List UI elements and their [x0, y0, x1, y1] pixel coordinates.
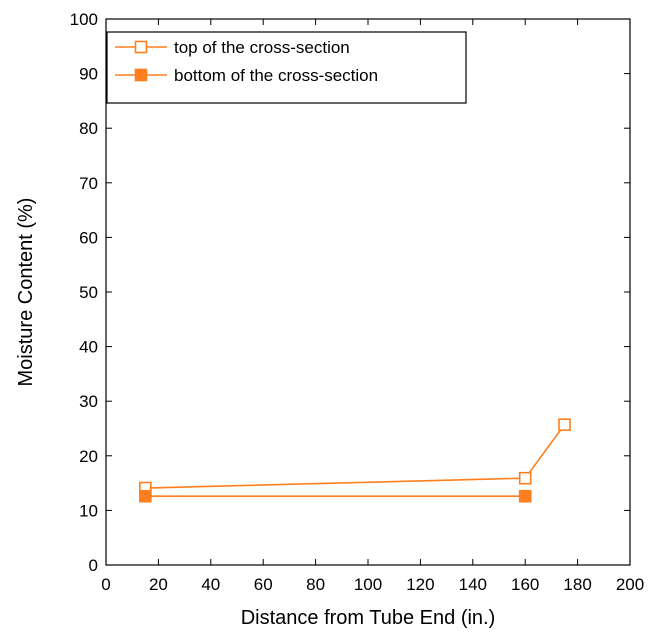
- y-tick-label: 10: [79, 501, 98, 520]
- y-tick-label: 60: [79, 228, 98, 247]
- legend-label-top: top of the cross-section: [174, 38, 350, 57]
- y-tick-label: 70: [79, 174, 98, 193]
- series-line-0: [145, 424, 566, 489]
- y-tick-label: 50: [79, 283, 98, 302]
- x-tick-label: 20: [149, 575, 168, 594]
- y-tick-label: 40: [79, 338, 98, 357]
- x-tick-label: 180: [563, 575, 591, 594]
- y-tick-label: 20: [79, 447, 98, 466]
- x-tick-label: 60: [254, 575, 273, 594]
- x-axis-title: Distance from Tube End (in.): [241, 607, 496, 629]
- data-point: [139, 489, 152, 503]
- y-axis-title: Moisture Content (%): [15, 198, 37, 387]
- legend-marker-top: [134, 40, 148, 54]
- x-tick-label: 200: [616, 575, 644, 594]
- y-tick-label: 80: [79, 119, 98, 138]
- x-tick-label: 0: [101, 575, 110, 594]
- x-tick-label: 140: [459, 575, 487, 594]
- data-point: [558, 418, 571, 431]
- data-point: [518, 471, 532, 485]
- x-tick-label: 100: [354, 575, 382, 594]
- legend-box: [106, 31, 467, 104]
- y-tick-label: 90: [79, 65, 98, 84]
- y-tick-label: 0: [89, 556, 98, 575]
- legend-label-bottom: bottom of the cross-section: [174, 66, 378, 85]
- x-tick-label: 40: [201, 575, 220, 594]
- y-tick-label: 30: [79, 392, 98, 411]
- x-tick-label: 120: [406, 575, 434, 594]
- data-point: [518, 489, 532, 503]
- legend: top of the cross-section bottom of the c…: [106, 31, 467, 104]
- x-tick-label: 160: [511, 575, 539, 594]
- y-tick-label: 100: [70, 10, 98, 29]
- x-tick-label: 80: [306, 575, 325, 594]
- legend-marker-bottom: [134, 68, 148, 82]
